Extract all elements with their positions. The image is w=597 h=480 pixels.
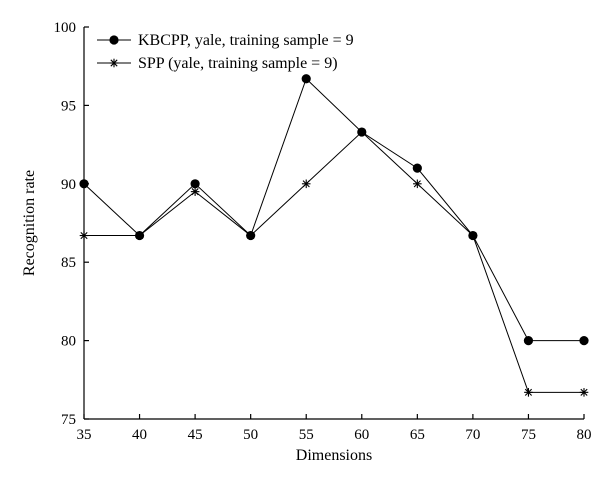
y-tick-label: 75 bbox=[61, 412, 76, 428]
legend-label-1: KBCPP, yale, training sample = 9 bbox=[138, 32, 354, 49]
x-tick-label: 55 bbox=[299, 427, 314, 443]
series-2-line bbox=[84, 131, 584, 393]
series-2-point bbox=[190, 187, 200, 196]
y-tick-label: 90 bbox=[61, 177, 76, 193]
series-2-point bbox=[246, 231, 255, 240]
x-tick-label: 70 bbox=[465, 427, 480, 443]
series-2-point bbox=[301, 179, 311, 189]
series-1 bbox=[79, 74, 589, 346]
legend-label-2: SPP (yale, training sample = 9) bbox=[138, 55, 338, 72]
series-2-point bbox=[135, 231, 144, 240]
series-2-point bbox=[524, 388, 533, 397]
series-2-point bbox=[579, 388, 589, 397]
series-2-point bbox=[357, 127, 367, 137]
ticks-layer: 75 80 85 90 95 100 35 40 45 50 55 60 65 70 75 80 bbox=[54, 20, 592, 443]
x-tick-label: 75 bbox=[521, 427, 536, 443]
x-tick-label: 40 bbox=[132, 427, 147, 443]
series-1-point bbox=[190, 179, 200, 189]
series-1-point bbox=[79, 179, 89, 189]
y-tick-label: 100 bbox=[54, 20, 77, 36]
series-1-point bbox=[523, 336, 534, 346]
series-2-point bbox=[468, 231, 478, 240]
x-axis-title: Dimensions bbox=[296, 447, 372, 464]
legend: KBCPP, yale, training sample = 9 SPP (yal… bbox=[97, 32, 354, 72]
series-layer bbox=[79, 74, 589, 397]
legend-marker-2 bbox=[109, 58, 119, 68]
y-tick-label: 85 bbox=[61, 255, 76, 271]
x-tick-label: 50 bbox=[243, 427, 258, 443]
series-1-line bbox=[83, 77, 584, 342]
x-tick-label: 65 bbox=[410, 427, 425, 443]
x-tick-label: 45 bbox=[188, 427, 203, 443]
axes-layer bbox=[83, 27, 584, 420]
series-1-point bbox=[579, 336, 589, 346]
y-tick-label: 95 bbox=[61, 98, 76, 114]
series-1-point bbox=[301, 74, 311, 84]
y-axis-title: Recognition rate bbox=[21, 170, 38, 276]
y-tick-label: 80 bbox=[61, 334, 76, 350]
series-1-point bbox=[412, 163, 422, 173]
series-2-point bbox=[79, 231, 89, 240]
x-tick-label: 60 bbox=[354, 427, 369, 443]
x-tick-label: 80 bbox=[577, 427, 592, 443]
x-tick-label: 35 bbox=[77, 427, 92, 443]
legend-marker-1 bbox=[109, 35, 119, 45]
series-2 bbox=[79, 127, 589, 397]
series-2-point bbox=[413, 179, 422, 189]
